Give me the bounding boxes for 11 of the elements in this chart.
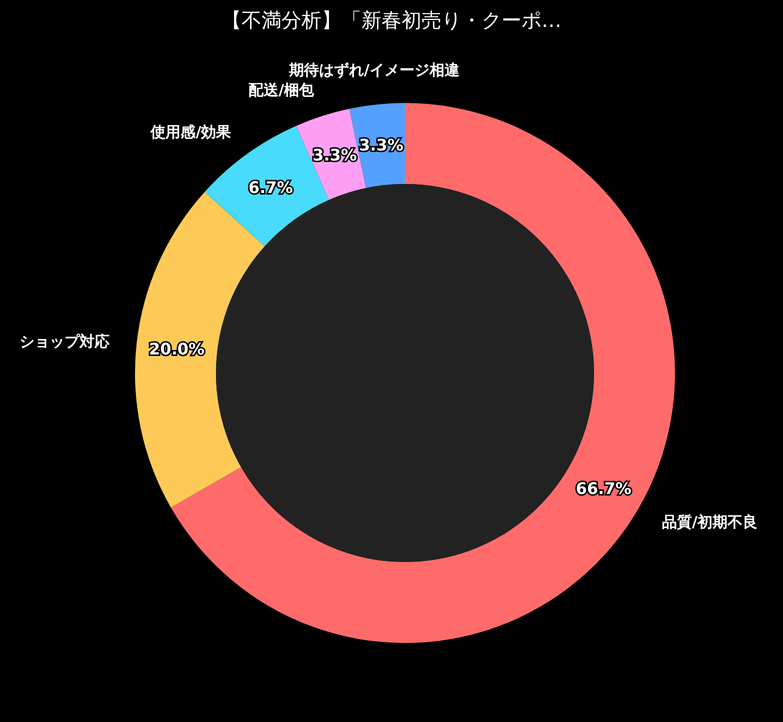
slice-label: 期待はずれ/イメージ相違 [288, 61, 460, 80]
slice-label: 使用感/効果 [150, 123, 232, 142]
slice-label: ショップ対応 [20, 332, 110, 350]
data-label: 66.7% [576, 478, 632, 498]
data-label: 3.3% [359, 136, 404, 155]
slice-label: 品質/初期不良 [662, 512, 758, 531]
data-label: 6.7% [248, 178, 293, 197]
data-label: 20.0% [149, 340, 205, 359]
data-label: 3.3% [312, 146, 357, 165]
chart-title: 【不満分析】「新春初売り・クーポ… [222, 8, 562, 32]
slice-label: 配送/梱包 [248, 81, 316, 100]
